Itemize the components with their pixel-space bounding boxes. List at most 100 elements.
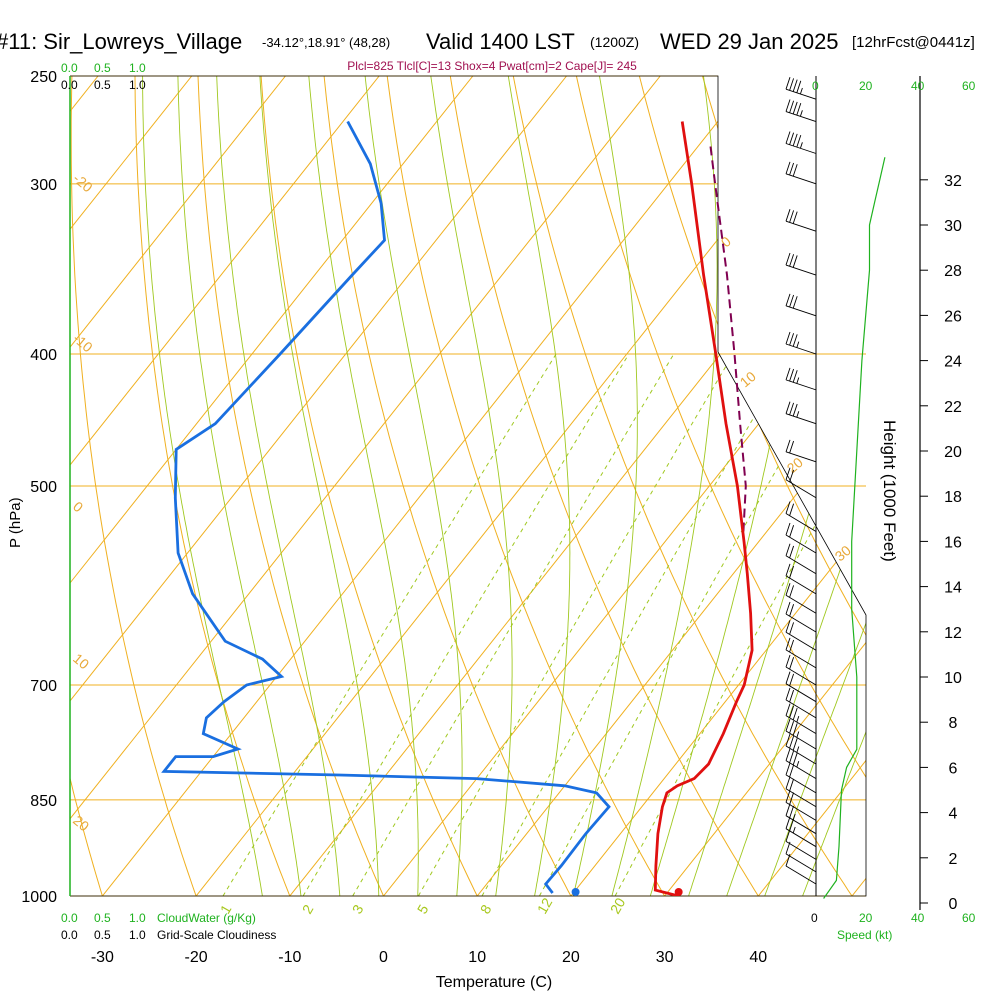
wind-barb-flag [789, 545, 795, 559]
wind-barb-flag [789, 503, 795, 516]
cloudwater-tick-top-2: 1.0 [129, 61, 146, 75]
wind-barb-flag [785, 803, 791, 816]
wind-barb-staff [785, 828, 817, 848]
wind-barb-half [792, 813, 796, 821]
wind-barb-flag [792, 211, 798, 224]
wind-barb-staff [785, 379, 817, 391]
wind-barb [785, 718, 817, 750]
dry-adiabat [196, 76, 397, 896]
wind-barb-flag [792, 296, 798, 309]
wind-barb-staff [785, 631, 817, 651]
wind-barb-flag [789, 657, 795, 670]
wind-barb [785, 439, 817, 463]
wind-barb-staff [785, 802, 817, 821]
wind-barb-flag [789, 565, 795, 579]
moist-adiabat [504, 76, 571, 896]
wind-barb-flag [785, 543, 791, 556]
mixing-ratio-line [417, 353, 734, 896]
mixing-ratio-line [222, 353, 557, 896]
wind-barb [785, 161, 817, 185]
wind-barb-flag [785, 654, 791, 668]
zulu-time: (1200Z) [590, 34, 639, 50]
pressure-ticks: 1000 850 700 500 400 300 250 [21, 69, 57, 906]
mixing-ratio-line [538, 353, 843, 896]
temperature-tick-label: 40 [749, 949, 767, 966]
height-tick-label: 8 [949, 715, 958, 732]
wind-barb-staff [785, 815, 817, 835]
wind-barb-flag [792, 255, 798, 268]
wind-barb-flag [785, 439, 791, 452]
wind-barb-flag [792, 334, 798, 347]
cloudwater-tick-bottom-1: 0.5 [94, 911, 111, 925]
isotherm-line [383, 76, 866, 896]
wind-barb [785, 803, 817, 835]
wind-barb-flag [789, 294, 795, 308]
wind-barb-half [792, 826, 796, 834]
height-tick-label: 26 [944, 308, 962, 325]
moist-adiabat [215, 76, 343, 896]
wind-barb-staff [785, 173, 817, 185]
cloudwater-tick-top-0: 0.0 [61, 61, 78, 75]
wind-barb-staff [785, 594, 817, 614]
wind-barb-flag [789, 736, 795, 749]
wind-barb-staff [785, 683, 817, 703]
wind-barb-staff [785, 649, 817, 669]
moist-adiabat [753, 76, 866, 896]
height-tick-label: 0 [949, 896, 958, 913]
wind-barb-flag [785, 563, 791, 576]
wind-barb-flag [792, 79, 798, 92]
wind-barb-staff [785, 343, 817, 355]
temperature-ticks: -30 -20 -10 0 10 20 30 40 [91, 949, 767, 966]
wind-barb-half [799, 87, 803, 95]
wind-barb [785, 762, 817, 794]
wind-barb-staff [785, 220, 817, 232]
moist-adiabat [566, 76, 638, 896]
wind-barb [785, 703, 817, 735]
wind-barb [785, 209, 817, 232]
wind-barb-half [799, 142, 803, 149]
cloudiness-tick-top-2: 1.0 [129, 78, 146, 92]
wind-barb-flag [789, 525, 795, 538]
wind-barb-flag [796, 134, 802, 148]
isotherm-line [70, 76, 661, 896]
wind-barb-flag [785, 703, 791, 716]
wind-barb-staff [785, 143, 817, 154]
wind-barb [785, 790, 817, 821]
wind-barb-staff [785, 613, 817, 633]
wind-barb-staff [785, 513, 817, 532]
mixing-ratio-line [302, 353, 630, 896]
wind-barb-half [796, 411, 800, 418]
wind-barb-flag [789, 721, 795, 734]
isotherm-line [851, 76, 866, 896]
cloudiness-tick-bottom-1: 0.5 [94, 928, 111, 942]
moist-adiabat [603, 76, 718, 896]
wind-barb-staff [785, 730, 817, 750]
isotherm-label: 0 [718, 233, 734, 250]
wind-barb-staff [785, 666, 817, 686]
temperature-tick-label: -10 [278, 949, 301, 966]
pressure-tick-label: 400 [30, 347, 57, 364]
mixing-ratio-line [352, 353, 675, 896]
surface-dewpoint [571, 888, 580, 896]
dry-adiabat [883, 52, 1000, 925]
wind-barb [785, 748, 817, 780]
wind-barb-half [796, 341, 800, 348]
sounding-indices: Plcl=825 Tlcl[C]=13 Shox=4 Pwat[cm]=2 Ca… [347, 59, 637, 73]
dry-adiabat [383, 76, 682, 896]
temperature-trace [653, 121, 754, 896]
height-tick-label: 18 [944, 489, 962, 506]
temperature-tick-label: 10 [468, 949, 486, 966]
wind-barb-flag [789, 254, 795, 267]
pressure-tick-label: 850 [30, 793, 57, 810]
isotherm-line [70, 76, 474, 896]
height-tick-label: 24 [944, 354, 962, 371]
speed-tick-bottom-0: 0 [811, 911, 818, 925]
dry-adiabat [446, 76, 778, 896]
wind-barb-flag [792, 723, 798, 736]
surface-temperature [674, 888, 683, 896]
temperature-tick-label: 0 [379, 949, 388, 966]
temperature-tick-label: 30 [656, 949, 674, 966]
wind-barb-flag [785, 583, 791, 596]
wind-barb-staff [785, 88, 817, 100]
wind-barb-flag [785, 367, 791, 381]
